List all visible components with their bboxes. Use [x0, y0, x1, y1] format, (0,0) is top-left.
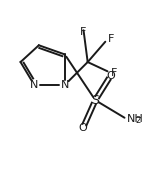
Text: 2: 2 — [135, 116, 140, 125]
Text: O: O — [79, 123, 87, 133]
Text: NH: NH — [127, 114, 143, 124]
Text: O: O — [106, 71, 115, 81]
Text: F: F — [111, 68, 117, 78]
Text: N: N — [61, 80, 69, 90]
Text: N: N — [30, 80, 38, 90]
Text: F: F — [107, 34, 114, 44]
Text: S: S — [91, 94, 99, 107]
Text: F: F — [80, 27, 86, 37]
